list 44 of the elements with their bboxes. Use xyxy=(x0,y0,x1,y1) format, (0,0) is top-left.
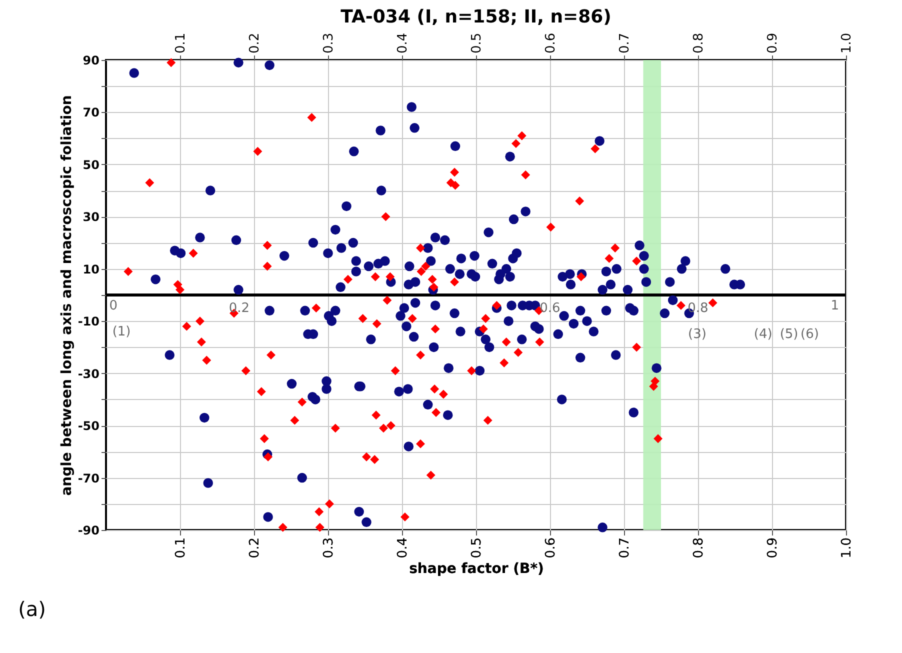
x-tick-label: 1.0 xyxy=(840,32,854,54)
y-tick-label: 30 xyxy=(82,210,100,224)
x2-tick-label: 0.4 xyxy=(396,538,410,558)
annotation: 0.2 xyxy=(228,301,250,316)
x-tick-label: 0.5 xyxy=(470,32,484,54)
x-tick-label: 0.9 xyxy=(766,32,780,54)
x-tick-label: 0.3 xyxy=(322,32,336,54)
x2-tick-label: 0.3 xyxy=(322,538,336,558)
chart-title: TA-034 (I, n=158; II, n=86) xyxy=(340,6,612,28)
x2-tick-label: 0.2 xyxy=(248,538,262,558)
x2-tick-label: 1.0 xyxy=(840,538,854,558)
annotation: 0.6 xyxy=(540,301,560,316)
annotation: 0 xyxy=(109,298,118,314)
x-axis-title: shape factor (B*) xyxy=(409,561,544,578)
text: (a) xyxy=(18,596,46,621)
x-tick-label: 0.6 xyxy=(544,32,558,54)
x2-tick-label: 0.5 xyxy=(470,538,484,558)
annotation: (1) xyxy=(112,324,131,340)
annotation: (6) xyxy=(800,327,819,342)
annotation: 1 xyxy=(830,298,840,314)
y-axis-title: angle between long axis and macroscopic foliation xyxy=(58,95,75,496)
x-tick-label: 0.2 xyxy=(248,32,262,54)
x2-tick-label: 0.6 xyxy=(544,538,558,558)
x2-tick-label: 0.9 xyxy=(766,538,780,558)
x2-tick-label: 0.7 xyxy=(618,538,632,558)
y-tick-label: -90 xyxy=(78,524,100,538)
y-tick-label: -30 xyxy=(78,366,100,381)
x-tick-label: 0.4 xyxy=(396,32,410,54)
y-tick-label: -50 xyxy=(78,419,100,434)
annotation: (4) xyxy=(754,327,772,342)
y-tick-label: -70 xyxy=(78,471,100,486)
x2-tick-label: 0.1 xyxy=(174,538,188,558)
y-tick-label: 90 xyxy=(82,54,100,68)
y-tick-label: 70 xyxy=(82,106,100,120)
y-tick-label: 50 xyxy=(82,158,100,172)
annotation: (5) xyxy=(780,327,798,342)
annotation: (3) xyxy=(688,327,706,342)
y-tick-label: 10 xyxy=(82,262,100,276)
annotation: 0.8 xyxy=(688,301,708,316)
x-tick-label: 0.8 xyxy=(692,32,706,54)
x-tick-label: 0.1 xyxy=(174,32,188,54)
y-tick-label: -10 xyxy=(78,314,100,329)
x2-tick-label: 0.8 xyxy=(692,538,706,558)
x-tick-label: 0.7 xyxy=(618,32,632,54)
